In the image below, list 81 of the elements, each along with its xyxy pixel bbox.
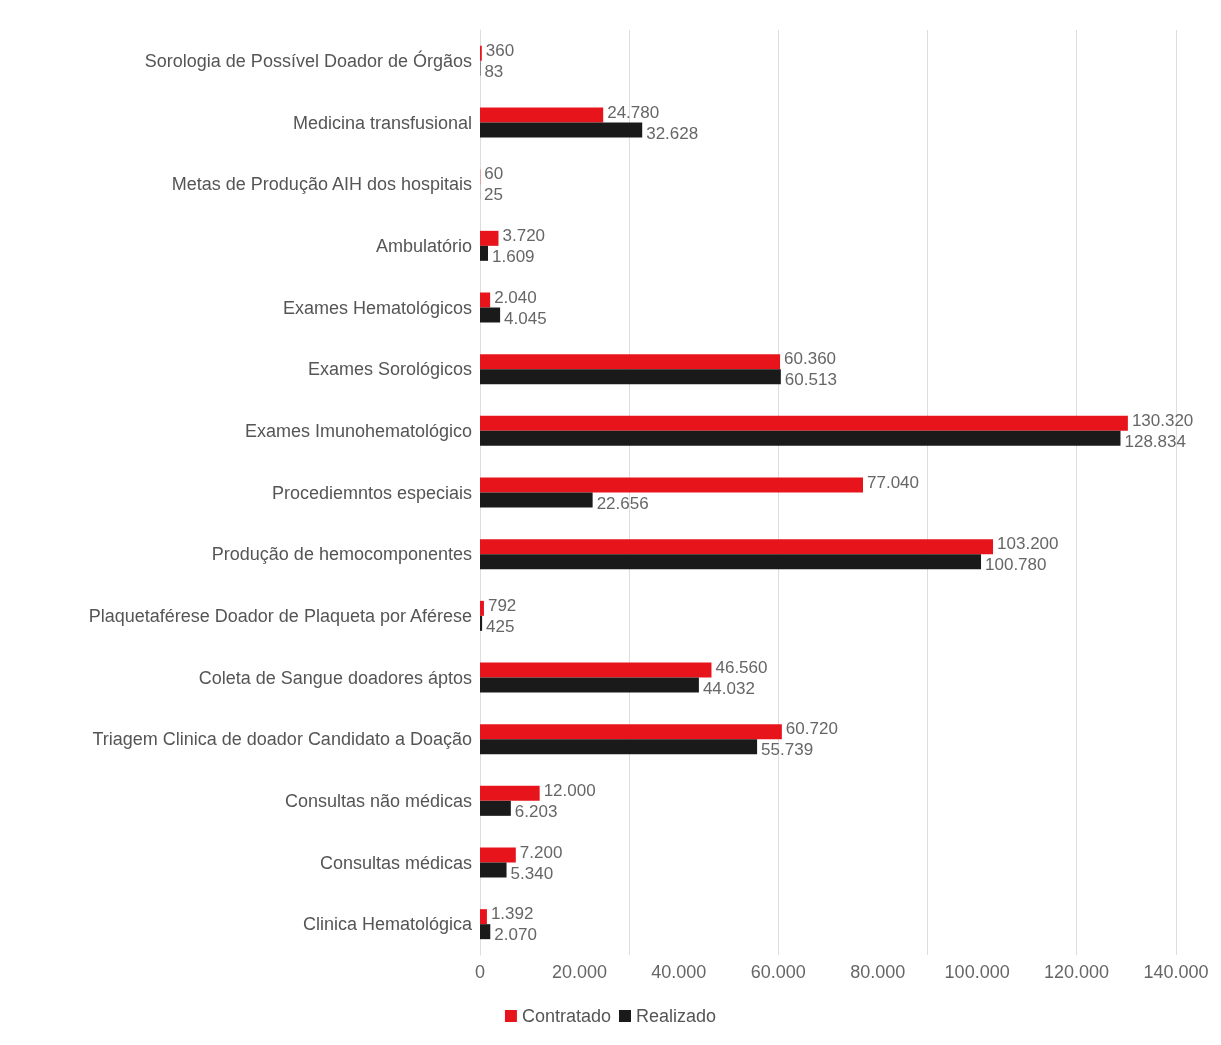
data-label: 1.392 bbox=[490, 904, 534, 924]
x-tick-label: 100.000 bbox=[944, 962, 1010, 982]
bar bbox=[480, 554, 982, 570]
data-label: 25 bbox=[484, 185, 504, 205]
data-label: 1.609 bbox=[492, 246, 535, 266]
y-tick-label: Triagem Clinica de doador Candidato a Doação bbox=[92, 729, 472, 750]
y-tick-label: Consultas médicas bbox=[319, 852, 472, 873]
bar bbox=[480, 307, 501, 323]
bar bbox=[480, 862, 507, 878]
bar bbox=[480, 492, 593, 508]
bar bbox=[480, 107, 604, 123]
y-tick-label: Ambulatório bbox=[375, 235, 472, 256]
x-tick-label: 80.000 bbox=[850, 962, 906, 982]
data-label: 12.000 bbox=[543, 780, 596, 800]
x-tick-label: 0 bbox=[474, 962, 486, 982]
bar bbox=[480, 369, 781, 385]
y-tick-label: Exames Sorológicos bbox=[307, 359, 472, 380]
data-label: 7.200 bbox=[519, 842, 563, 862]
data-label: 60 bbox=[484, 164, 504, 184]
bar bbox=[480, 662, 712, 678]
bar bbox=[480, 739, 758, 755]
bar bbox=[480, 800, 511, 816]
data-label: 5.340 bbox=[510, 863, 554, 883]
bar bbox=[480, 677, 699, 693]
data-label: 55.739 bbox=[761, 740, 814, 760]
data-label: 32.628 bbox=[646, 123, 699, 143]
bar bbox=[480, 724, 782, 740]
x-tick-label: 120.000 bbox=[1044, 962, 1110, 982]
x-tick-label: 40.000 bbox=[651, 962, 707, 982]
bar bbox=[480, 354, 781, 370]
data-label: 60.720 bbox=[785, 719, 838, 739]
bar bbox=[480, 230, 499, 246]
bar bbox=[480, 477, 863, 493]
data-label: 128.834 bbox=[1124, 431, 1186, 451]
x-tick-label: 20.000 bbox=[551, 962, 607, 982]
x-tick-label: 60.000 bbox=[750, 962, 806, 982]
data-label: 360 bbox=[485, 40, 515, 60]
data-label: 2.040 bbox=[494, 287, 537, 307]
y-tick-label: Metas de Produção AIH dos hospitais bbox=[171, 174, 472, 195]
bar bbox=[480, 785, 540, 801]
data-label: 24.780 bbox=[607, 102, 660, 122]
data-label: 100.780 bbox=[985, 555, 1047, 575]
data-label: 83 bbox=[484, 61, 504, 81]
y-tick-label: Produção de hemocomponentes bbox=[211, 544, 472, 565]
data-label: 44.032 bbox=[702, 678, 755, 698]
y-tick-label: Consultas não médicas bbox=[284, 790, 472, 811]
y-tick-label: Medicina transfusional bbox=[292, 112, 472, 133]
data-label: 60.513 bbox=[784, 370, 837, 390]
bar bbox=[480, 847, 516, 863]
data-label: 6.203 bbox=[514, 801, 558, 821]
data-label: 2.070 bbox=[494, 925, 537, 945]
bar bbox=[480, 539, 994, 555]
y-tick-label: Sorologia de Possível Doador de Órgãos bbox=[144, 49, 472, 71]
bar bbox=[480, 430, 1121, 446]
bar bbox=[480, 909, 487, 925]
bar bbox=[480, 600, 484, 616]
bar bbox=[480, 122, 643, 138]
bar bbox=[480, 292, 491, 308]
data-label: 3.720 bbox=[502, 225, 546, 245]
legend-label: Realizado bbox=[636, 1006, 717, 1026]
x-tick-label: 140.000 bbox=[1143, 962, 1209, 982]
bar bbox=[480, 245, 488, 261]
bar bbox=[480, 615, 483, 631]
data-label: 425 bbox=[486, 616, 515, 636]
data-label: 46.560 bbox=[715, 657, 768, 677]
y-tick-label: Clinica Hematológica bbox=[302, 914, 473, 935]
data-label: 103.200 bbox=[997, 534, 1059, 554]
data-label: 22.656 bbox=[596, 493, 649, 513]
data-label: 60.360 bbox=[784, 349, 837, 369]
y-tick-label: Plaquetaférese Doador de Plaqueta por Aférese bbox=[88, 605, 472, 626]
data-label: 4.045 bbox=[504, 308, 547, 328]
y-tick-label: Coleta de Sangue doadores áptos bbox=[198, 667, 472, 688]
y-tick-label: Procediemntos especiais bbox=[271, 482, 472, 503]
bar bbox=[480, 415, 1128, 431]
y-tick-label: Exames Hematológicos bbox=[282, 297, 472, 318]
data-label: 77.040 bbox=[867, 472, 919, 492]
y-tick-label: Exames Imunohematológico bbox=[244, 420, 472, 441]
legend-label: Contratado bbox=[521, 1006, 612, 1026]
data-label: 130.320 bbox=[1131, 410, 1194, 430]
bar bbox=[480, 924, 491, 940]
data-label: 792 bbox=[487, 595, 517, 615]
